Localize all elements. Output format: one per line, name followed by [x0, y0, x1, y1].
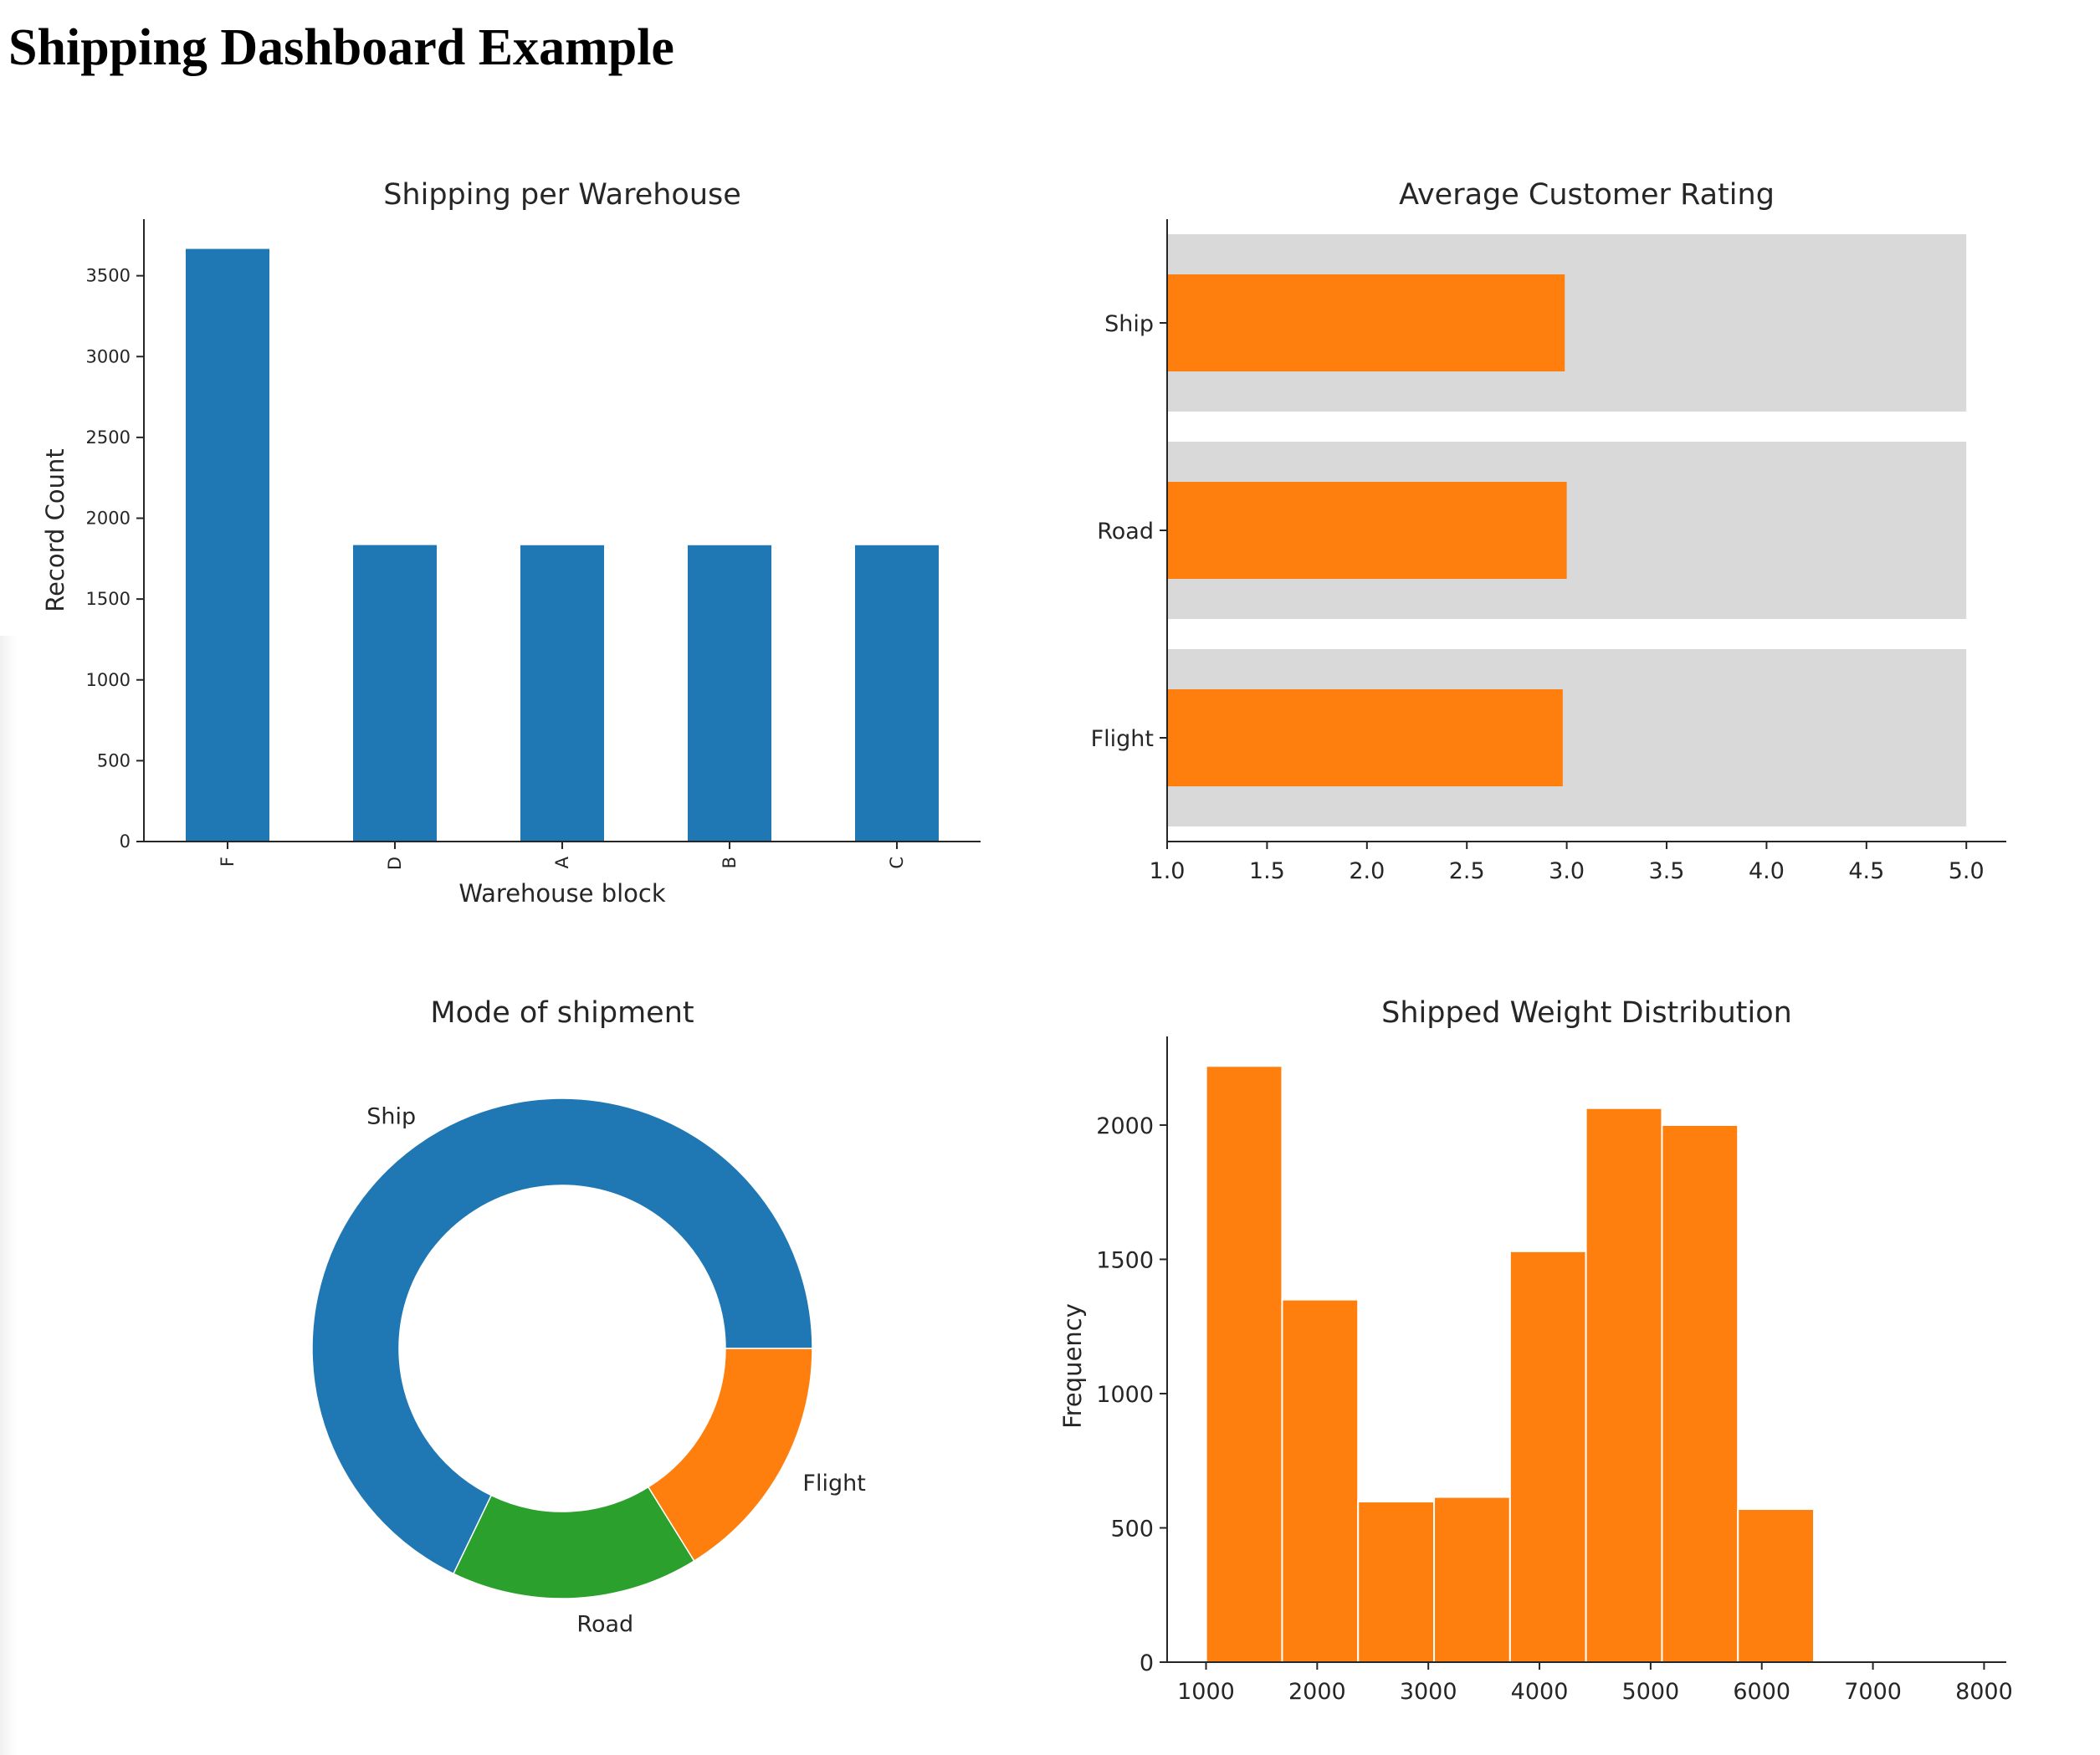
- chart-average-customer-rating: Average Customer Rating Ship Road Flight 1.0…: [1091, 178, 2006, 884]
- x-axis-label: Warehouse block: [458, 879, 666, 908]
- x-tick-label: D: [385, 857, 405, 870]
- bar: [186, 248, 269, 842]
- axes-frame: [1166, 219, 2006, 842]
- chart-title: Average Customer Rating: [1399, 178, 1775, 212]
- chart-title: Shipping per Warehouse: [383, 178, 741, 212]
- x-tick-label: 2.0: [1349, 858, 1385, 884]
- histogram-bar: [1357, 1501, 1436, 1664]
- x-tick-label: 2.5: [1449, 858, 1485, 884]
- rating-bar: [1167, 274, 1565, 371]
- slice-label: Flight: [802, 1471, 865, 1497]
- bar: [688, 545, 771, 842]
- chart-shipped-weight-distribution: Shipped Weight Distribution 1000 2000 3000 4…: [1058, 996, 2013, 1705]
- histogram-bar: [1585, 1107, 1663, 1663]
- histogram-bar: [1737, 1508, 1816, 1663]
- chart-shipping-per-warehouse: Shipping per Warehouse F D A B C 0 500 1000 1500 2…: [41, 178, 981, 908]
- slice-label: Road: [576, 1611, 633, 1637]
- x-tick-label: 4.0: [1749, 858, 1785, 884]
- y-tick-label: 1500: [1096, 1247, 1154, 1273]
- y-axis-label: Record Count: [41, 448, 69, 612]
- x-tick-label: 4000: [1511, 1679, 1569, 1705]
- x-tick-label: 3.0: [1549, 858, 1585, 884]
- axes-frame: [1166, 1036, 2006, 1663]
- rating-bar: [1167, 482, 1567, 579]
- y-tick-label: 2000: [1096, 1113, 1154, 1139]
- y-tick-label: 1000: [1096, 1382, 1154, 1408]
- x-tick-label: 5000: [1622, 1679, 1680, 1705]
- histogram-bar: [1661, 1123, 1739, 1663]
- x-tick-label: A: [552, 856, 572, 868]
- y-tick-label: 500: [97, 750, 131, 770]
- page-title: Shipping Dashboard Example: [8, 19, 674, 76]
- x-tick-label: 5.0: [1949, 858, 1985, 884]
- y-tick-label: Road: [1097, 519, 1154, 545]
- y-tick-label: 0: [120, 831, 131, 852]
- bar: [855, 545, 939, 842]
- donut-slice: [311, 1098, 813, 1575]
- x-tick-label: 1.0: [1150, 858, 1186, 884]
- rating-bar: [1167, 689, 1563, 786]
- histogram-bar: [1281, 1298, 1360, 1664]
- x-tick-label: 4.5: [1848, 858, 1884, 884]
- x-tick-label: 3.5: [1649, 858, 1685, 884]
- y-tick-label: 2000: [86, 509, 131, 529]
- histogram-bar: [1205, 1065, 1283, 1664]
- bar: [520, 545, 604, 842]
- bar: [353, 545, 437, 842]
- slice-label: Ship: [366, 1103, 416, 1129]
- histogram-bar: [1433, 1496, 1511, 1663]
- x-tick-label: 3000: [1400, 1679, 1457, 1705]
- x-tick-label: C: [887, 857, 907, 869]
- x-tick-label: 2000: [1288, 1679, 1346, 1705]
- x-tick-label: F: [218, 857, 238, 867]
- axes-frame: [143, 219, 981, 842]
- y-axis-label: Frequency: [1058, 1303, 1087, 1429]
- y-tick-label: Flight: [1091, 726, 1154, 752]
- chart-title: Shipped Weight Distribution: [1381, 996, 1792, 1030]
- chart-mode-of-shipment: Mode of shipment Ship Road Flight: [311, 996, 866, 1637]
- y-tick-label: 2500: [86, 427, 131, 448]
- x-tick-label: 7000: [1844, 1679, 1902, 1705]
- y-tick-label: 1000: [86, 670, 131, 690]
- chart-title: Mode of shipment: [430, 996, 694, 1030]
- y-tick-label: 3000: [86, 346, 131, 366]
- donut-slice: [647, 1348, 813, 1563]
- y-tick-label: 3500: [86, 266, 131, 286]
- x-tick-label: B: [720, 857, 740, 868]
- x-tick-label: 1000: [1177, 1679, 1235, 1705]
- y-tick-label: 0: [1140, 1650, 1154, 1676]
- y-tick-label: 1500: [86, 589, 131, 609]
- y-tick-label: Ship: [1104, 311, 1154, 337]
- histogram-bar: [1508, 1250, 1587, 1663]
- left-shadow: [0, 636, 17, 1755]
- y-tick-label: 500: [1110, 1516, 1154, 1542]
- x-tick-label: 1.5: [1249, 858, 1285, 884]
- x-tick-label: 8000: [1955, 1679, 2013, 1705]
- x-tick-label: 6000: [1733, 1679, 1790, 1705]
